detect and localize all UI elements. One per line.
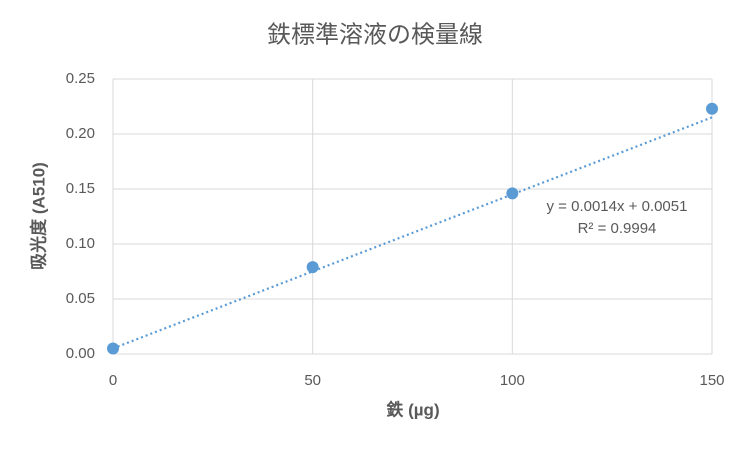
trendline-r-squared: R² = 0.9994 xyxy=(578,220,657,237)
x-tick-label: 150 xyxy=(699,372,724,389)
trendline-equation: y = 0.0014x + 0.0051 xyxy=(547,198,688,215)
y-tick-label: 0.20 xyxy=(66,125,95,142)
data-point xyxy=(506,187,519,200)
data-point xyxy=(107,342,119,355)
y-tick-label: 0.25 xyxy=(66,70,95,87)
data-point xyxy=(706,102,718,115)
trendline xyxy=(112,116,713,350)
y-tick-label: 0.15 xyxy=(66,180,95,197)
y-tick-label: 0.05 xyxy=(66,290,95,307)
data-point xyxy=(306,261,319,274)
y-axis-title: 吸光度 (A510) xyxy=(28,162,48,270)
x-axis-title: 鉄 (µg) xyxy=(386,399,439,419)
chart-title: 鉄標準溶液の検量線 xyxy=(267,21,483,48)
x-tick-label: 0 xyxy=(109,372,117,389)
y-tick-label: 0.00 xyxy=(66,345,95,362)
x-tick-label: 50 xyxy=(304,372,321,389)
x-tick-label: 100 xyxy=(500,372,525,389)
y-tick-label: 0.10 xyxy=(66,235,95,252)
